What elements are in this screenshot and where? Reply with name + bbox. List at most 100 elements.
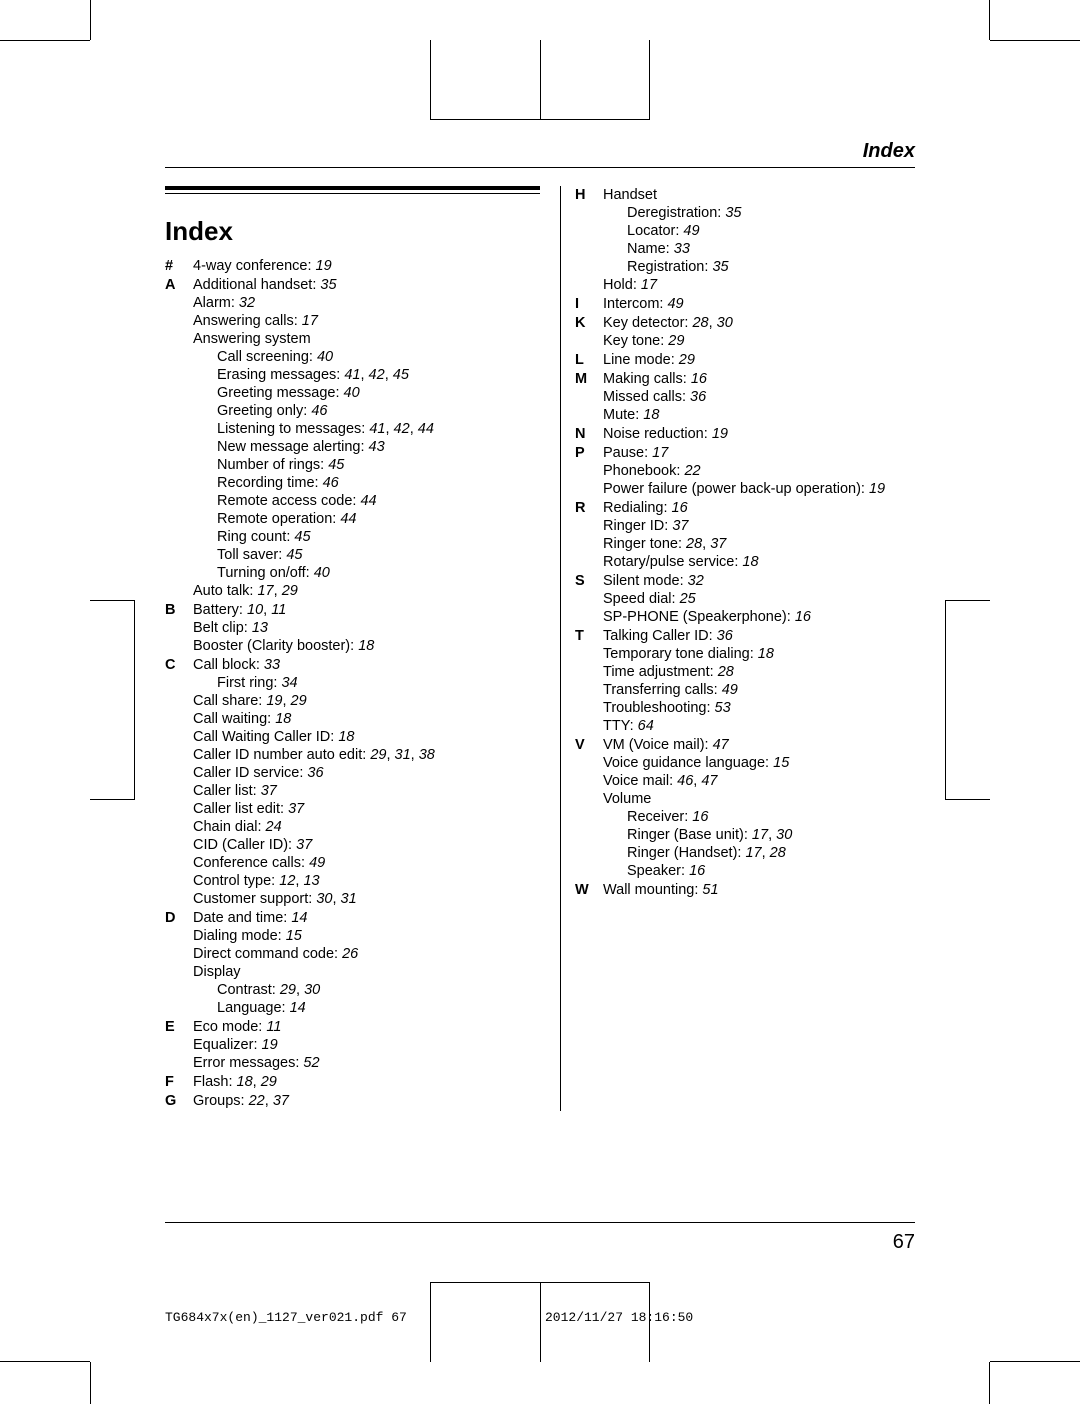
entry-text: Number of rings: xyxy=(217,457,328,473)
entry-text: Deregistration: xyxy=(627,205,725,221)
entry-pages: 17, 28 xyxy=(745,845,785,861)
index-entry: Pause: 17 xyxy=(603,444,915,462)
entry-text: Hold: xyxy=(603,277,641,293)
entry-pages: 17, 29 xyxy=(257,583,297,599)
index-entry: Wall mounting: 51 xyxy=(603,881,915,899)
header-rule: Index xyxy=(165,140,915,168)
index-entries: Pause: 17Phonebook: 22Power failure (pow… xyxy=(603,444,915,498)
entry-text: First ring: xyxy=(217,675,281,691)
entry-pages: 16 xyxy=(689,863,705,879)
index-heading: Index xyxy=(165,216,540,247)
index-letter: T xyxy=(575,627,603,645)
index-entry: Temporary tone dialing: 18 xyxy=(603,645,915,663)
index-letter: N xyxy=(575,425,603,443)
index-group: LLine mode: 29 xyxy=(575,351,915,369)
entry-text: Error messages: xyxy=(193,1055,303,1071)
index-letter: B xyxy=(165,601,193,619)
index-entry: Erasing messages: 41, 42, 45 xyxy=(193,366,540,384)
index-entry: Remote operation: 44 xyxy=(193,510,540,528)
entry-text: Key detector: xyxy=(603,315,692,331)
entry-text: Belt clip: xyxy=(193,620,252,636)
entry-text: Additional handset: xyxy=(193,277,320,293)
entry-text: Recording time: xyxy=(217,475,323,491)
index-entry: Direct command code: 26 xyxy=(193,945,540,963)
entry-text: Making calls: xyxy=(603,371,691,387)
entry-pages: 32 xyxy=(239,295,255,311)
entry-text: Language: xyxy=(217,1000,290,1016)
entry-text: SP-PHONE (Speakerphone): xyxy=(603,609,795,625)
index-entry: Recording time: 46 xyxy=(193,474,540,492)
entry-pages: 26 xyxy=(342,946,358,962)
right-column: HHandsetDeregistration: 35Locator: 49Nam… xyxy=(560,186,915,1111)
index-entries: Making calls: 16Missed calls: 36Mute: 18 xyxy=(603,370,915,424)
entry-text: Call share: xyxy=(193,693,266,709)
entry-pages: 28 xyxy=(718,664,734,680)
entry-pages: 18 xyxy=(358,638,374,654)
index-entry: Display xyxy=(193,963,540,981)
entry-pages: 15 xyxy=(286,928,302,944)
entry-text: Battery: xyxy=(193,602,247,618)
entry-text: Caller ID number auto edit: xyxy=(193,747,370,763)
index-entries: 4-way conference: 19 xyxy=(193,257,540,275)
index-entry: CID (Caller ID): 37 xyxy=(193,836,540,854)
index-entry: Mute: 18 xyxy=(603,406,915,424)
index-entry: Name: 33 xyxy=(603,240,915,258)
entry-text: Voice mail: xyxy=(603,773,677,789)
entry-text: Greeting only: xyxy=(217,403,311,419)
entry-pages: 49 xyxy=(309,855,325,871)
entry-text: Line mode: xyxy=(603,352,679,368)
index-letter: P xyxy=(575,444,603,462)
index-entries: HandsetDeregistration: 35Locator: 49Name… xyxy=(603,186,915,294)
entry-pages: 34 xyxy=(281,675,297,691)
index-entries: Call block: 33First ring: 34Call share: … xyxy=(193,656,540,908)
entry-text: Caller ID service: xyxy=(193,765,307,781)
index-group: DDate and time: 14Dialing mode: 15Direct… xyxy=(165,909,540,1017)
entry-text: Transferring calls: xyxy=(603,682,722,698)
index-entries: Wall mounting: 51 xyxy=(603,881,915,899)
index-entry: Auto talk: 17, 29 xyxy=(193,582,540,600)
index-entries: Intercom: 49 xyxy=(603,295,915,313)
index-group: NNoise reduction: 19 xyxy=(575,425,915,443)
entry-text: Erasing messages: xyxy=(217,367,344,383)
index-entry: Troubleshooting: 53 xyxy=(603,699,915,717)
index-entry: Transferring calls: 49 xyxy=(603,681,915,699)
entry-pages: 25 xyxy=(680,591,696,607)
entry-text: Answering system xyxy=(193,331,311,347)
entry-text: Contrast: xyxy=(217,982,280,998)
index-entry: Phonebook: 22 xyxy=(603,462,915,480)
index-entry: Number of rings: 45 xyxy=(193,456,540,474)
index-entry: Caller list: 37 xyxy=(193,782,540,800)
entry-text: Greeting message: xyxy=(217,385,344,401)
entry-text: Registration: xyxy=(627,259,712,275)
entry-text: Voice guidance language: xyxy=(603,755,773,771)
entry-text: Ringer tone: xyxy=(603,536,686,552)
index-entry: Locator: 49 xyxy=(603,222,915,240)
crop-mark xyxy=(990,40,1080,41)
index-entries: Talking Caller ID: 36Temporary tone dial… xyxy=(603,627,915,735)
index-entry: Line mode: 29 xyxy=(603,351,915,369)
index-entry: Alarm: 32 xyxy=(193,294,540,312)
index-entry: Deregistration: 35 xyxy=(603,204,915,222)
entry-pages: 49 xyxy=(683,223,699,239)
index-entry: Dialing mode: 15 xyxy=(193,927,540,945)
entry-pages: 53 xyxy=(715,700,731,716)
index-entry: Speed dial: 25 xyxy=(603,590,915,608)
entry-pages: 14 xyxy=(290,1000,306,1016)
entry-text: Speed dial: xyxy=(603,591,680,607)
entry-text: TTY: xyxy=(603,718,638,734)
index-group: KKey detector: 28, 30Key tone: 29 xyxy=(575,314,915,350)
index-entry: Call block: 33 xyxy=(193,656,540,674)
entry-pages: 13 xyxy=(252,620,268,636)
entry-text: Mute: xyxy=(603,407,643,423)
entry-pages: 45 xyxy=(328,457,344,473)
index-entries: Redialing: 16Ringer ID: 37Ringer tone: 2… xyxy=(603,499,915,571)
index-entry: Error messages: 52 xyxy=(193,1054,540,1072)
index-entry: Ringer ID: 37 xyxy=(603,517,915,535)
entry-text: Call Waiting Caller ID: xyxy=(193,729,338,745)
index-entry: Answering calls: 17 xyxy=(193,312,540,330)
index-entry: Call share: 19, 29 xyxy=(193,692,540,710)
index-entry: Flash: 18, 29 xyxy=(193,1073,540,1091)
crop-mark xyxy=(989,0,990,40)
index-letter: D xyxy=(165,909,193,927)
entry-pages: 17 xyxy=(652,445,668,461)
